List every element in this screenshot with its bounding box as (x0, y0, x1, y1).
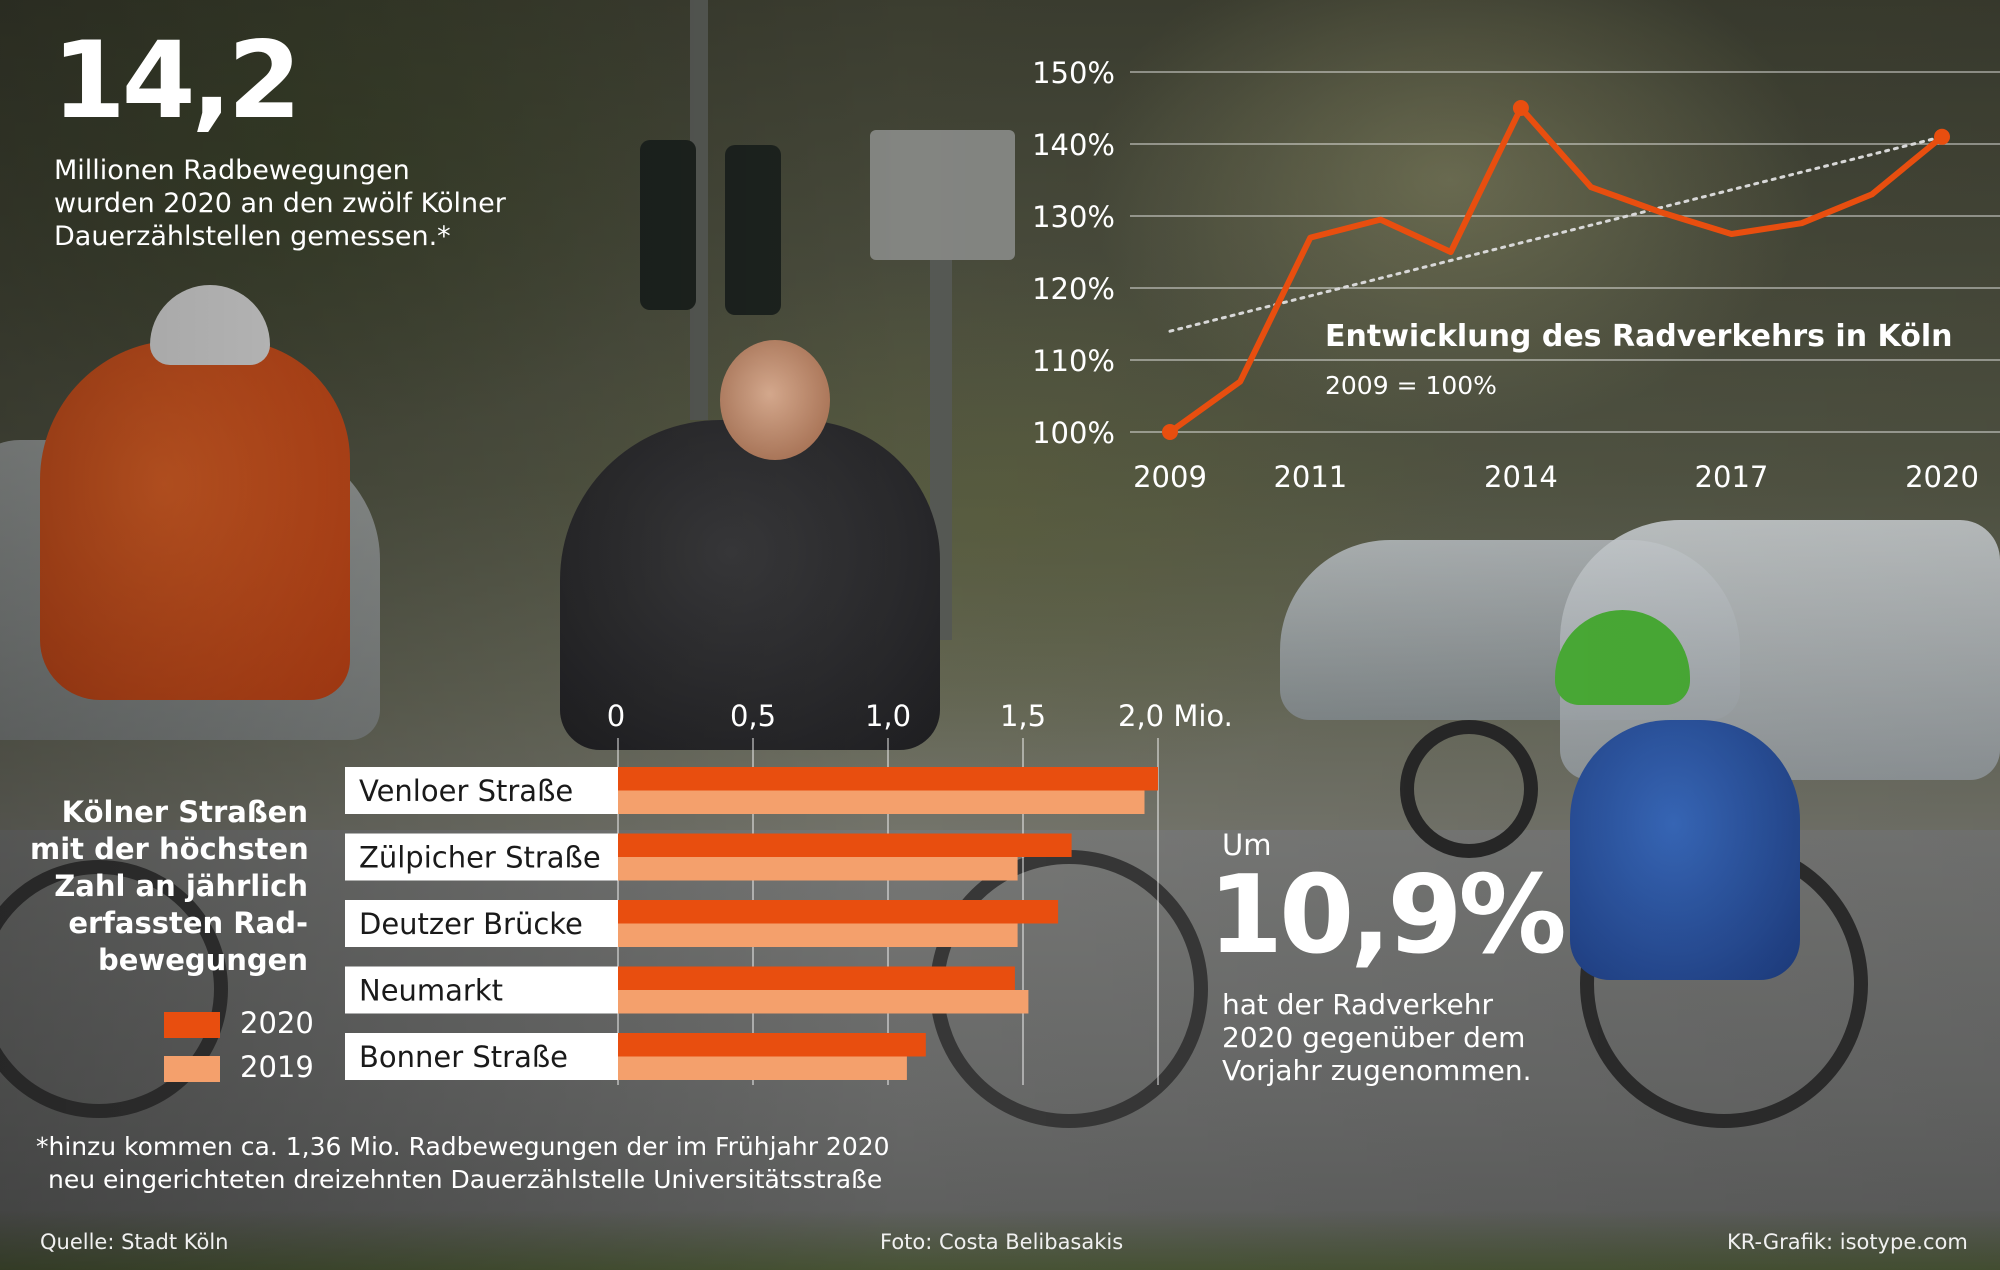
photo-traffic-light (640, 140, 696, 310)
growth-line: Vorjahr zugenommen. (1222, 1054, 1532, 1087)
x-tick-label: 2,0 Mio. (1118, 699, 1233, 733)
category-label-box (345, 966, 618, 1014)
photo-pole (690, 0, 708, 420)
bar-2020 (618, 900, 1059, 924)
category-label-box (345, 833, 618, 881)
graphic-credit: KR-Grafik: isotype.com (1727, 1230, 1968, 1254)
category-label: Venloer Straße (359, 774, 573, 808)
photo-traffic-light (725, 145, 781, 315)
y-tick-label: 120% (1032, 272, 1115, 306)
x-tick-label: 2011 (1273, 460, 1347, 494)
x-tick-label: 2020 (1905, 460, 1979, 494)
trend-line (1168, 135, 1944, 333)
photo-rider-red-jacket (40, 340, 350, 700)
headline-line: Millionen Radbewegungen (54, 155, 410, 186)
line-chart-subtitle: 2009 = 100% (1325, 371, 1497, 400)
footnote-line: neu eingerichteten dreizehnten Dauerzähl… (48, 1165, 883, 1194)
x-tick-label: 1,5 (1000, 699, 1046, 733)
bar-2019 (618, 923, 1018, 947)
footnote: *hinzu kommen ca. 1,36 Mio. Radbewegunge… (36, 1130, 890, 1196)
photo-grass (0, 1210, 2000, 1270)
source-credit: Quelle: Stadt Köln (40, 1230, 229, 1254)
growth-line: hat der Radverkehr (1222, 988, 1493, 1021)
bar-2019 (618, 1056, 907, 1080)
line-chart-title: Entwicklung des Radverkehrs in Köln (1325, 319, 1952, 354)
x-tick-label: 2017 (1695, 460, 1769, 494)
y-tick-label: 130% (1032, 200, 1115, 234)
category-label-box (345, 900, 618, 947)
category-label: Bonner Straße (359, 1040, 568, 1074)
bar-2020 (618, 966, 1015, 990)
data-point (1934, 128, 1950, 145)
y-tick-label: 110% (1032, 344, 1115, 378)
bar-chart-heading: Kölner Straßen mit der höchsten Zahl an … (30, 794, 309, 979)
bar-heading-line: bewegungen (97, 943, 308, 977)
bar-2020 (618, 1033, 926, 1057)
legend-label-2020: 2020 (240, 1006, 314, 1040)
y-tick-label: 140% (1032, 128, 1115, 162)
bar-heading-line: Kölner Straßen (61, 795, 308, 829)
data-point (1162, 424, 1178, 440)
legend-swatch-2020 (164, 1012, 220, 1038)
y-tick-label: 100% (1032, 416, 1115, 450)
x-tick-label: 0 (607, 699, 625, 733)
bar-2020 (618, 767, 1158, 791)
series-line (1167, 105, 1945, 435)
headline-line: Dauerzählstellen gemessen.* (54, 221, 451, 252)
bar-heading-line: Zahl an jährlich (54, 869, 308, 903)
bar-heading-line: mit der höchsten (30, 832, 309, 866)
x-tick-label: 2009 (1133, 460, 1207, 494)
photo-rider-head (720, 340, 830, 460)
bar-2019 (618, 990, 1029, 1014)
photo-signal-box (870, 130, 1015, 260)
data-point (1512, 100, 1529, 116)
headline-text: Millionen Radbewegungen wurden 2020 an d… (54, 154, 614, 253)
photo-rider-dark-jacket (560, 420, 940, 750)
category-label: Neumarkt (359, 974, 503, 1008)
growth-prefix: Um (1222, 828, 1272, 862)
bar-2020 (618, 833, 1072, 857)
bar-heading-line: erfassten Rad- (68, 906, 308, 940)
x-tick-label: 1,0 (865, 699, 911, 733)
headline-number: 14,2 (52, 19, 302, 142)
growth-line: 2020 gegenüber dem (1222, 1021, 1526, 1054)
category-label-box (345, 767, 618, 814)
headline-line: wurden 2020 an den zwölf Kölner (54, 188, 506, 219)
category-label: Zülpicher Straße (359, 841, 601, 875)
y-tick-label: 150% (1032, 56, 1115, 90)
bar-2019 (618, 857, 1018, 881)
growth-value: 10,9% (1208, 853, 1567, 978)
legend-swatch-2019 (164, 1056, 220, 1082)
growth-text: hat der Radverkehr 2020 gegenüber dem Vo… (1222, 988, 1531, 1087)
x-tick-label: 0,5 (730, 699, 776, 733)
category-label-box (345, 1033, 618, 1080)
x-tick-label: 2014 (1484, 460, 1558, 494)
photo-credit: Foto: Costa Belibasakis (880, 1230, 1124, 1254)
photo-child-jacket (1570, 720, 1800, 980)
category-label: Deutzer Brücke (359, 907, 583, 941)
legend-label-2019: 2019 (240, 1050, 314, 1084)
footnote-line: *hinzu kommen ca. 1,36 Mio. Radbewegunge… (36, 1132, 890, 1161)
bar-2019 (618, 790, 1145, 814)
